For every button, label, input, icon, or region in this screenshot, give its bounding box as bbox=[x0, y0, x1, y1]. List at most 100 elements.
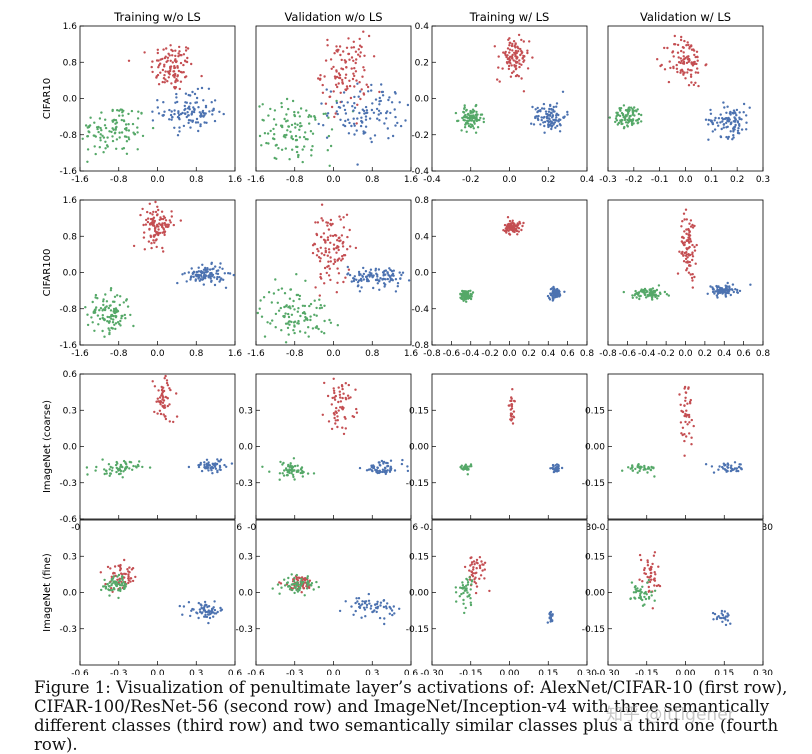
y-tick-label: -0.8 bbox=[59, 305, 77, 315]
scatter-point-blue bbox=[548, 298, 552, 301]
scatter-point-red bbox=[163, 233, 166, 237]
scatter-point-green bbox=[107, 306, 111, 310]
scatter-point-green bbox=[103, 578, 106, 582]
scatter-point-blue bbox=[365, 603, 369, 607]
scatter-point-red bbox=[502, 51, 505, 54]
scatter-point-blue bbox=[186, 111, 189, 114]
scatter-point-red bbox=[330, 67, 333, 71]
scatter-point-red bbox=[175, 60, 178, 63]
scatter-point-red bbox=[675, 63, 678, 67]
scatter-point-red bbox=[156, 223, 159, 226]
scatter-point-red bbox=[671, 51, 674, 54]
scatter-point-red bbox=[682, 55, 685, 58]
scatter-point-red bbox=[696, 55, 699, 58]
scatter-point-blue bbox=[199, 114, 202, 118]
scatter-point-green bbox=[292, 329, 295, 332]
scatter-point-blue bbox=[340, 100, 343, 104]
scatter-point-blue bbox=[732, 130, 735, 133]
x-tick-label: -0.8 bbox=[599, 349, 617, 359]
scatter-point-green bbox=[85, 466, 89, 469]
scatter-point-red bbox=[127, 581, 130, 585]
scatter-point-red bbox=[139, 213, 142, 217]
scatter-point-blue bbox=[174, 101, 177, 104]
scatter-point-red bbox=[510, 412, 514, 416]
scatter-point-red bbox=[161, 80, 164, 84]
scatter-point-red bbox=[518, 65, 521, 69]
scatter-point-blue bbox=[543, 124, 546, 128]
scatter-point-green bbox=[631, 294, 634, 297]
scatter-point-red bbox=[104, 582, 107, 586]
scatter-point-red bbox=[693, 275, 696, 279]
scatter-point-blue bbox=[539, 123, 542, 126]
scatter-point-red bbox=[687, 253, 690, 256]
scatter-point-blue bbox=[197, 465, 201, 469]
scatter-point-green bbox=[279, 124, 283, 127]
scatter-point-green bbox=[106, 320, 109, 323]
scatter-point-red bbox=[349, 245, 352, 248]
y-tick-label: 0.4 bbox=[415, 232, 430, 242]
scatter-point-blue bbox=[178, 604, 181, 608]
scatter-point-blue bbox=[359, 277, 363, 281]
scatter-point-blue bbox=[357, 270, 361, 274]
scatter-point-red bbox=[689, 264, 692, 267]
y-tick-label: 0.3 bbox=[63, 406, 77, 416]
scatter-point-green bbox=[469, 111, 473, 115]
x-tick-label: 0.6 bbox=[404, 669, 419, 675]
scatter-point-green bbox=[111, 139, 115, 143]
scatter-point-green bbox=[116, 109, 119, 112]
scatter-point-red bbox=[350, 56, 354, 59]
scatter-point-red bbox=[684, 208, 688, 211]
scatter-point-red bbox=[684, 77, 687, 80]
scatter-point-blue bbox=[189, 275, 193, 278]
scatter-point-blue bbox=[344, 119, 347, 123]
x-tick-label: -0.15 bbox=[459, 669, 482, 675]
scatter-point-blue bbox=[197, 616, 200, 620]
scatter-point-green bbox=[124, 585, 127, 588]
scatter-point-green bbox=[102, 300, 105, 303]
scatter-point-green bbox=[651, 287, 655, 290]
scatter-point-blue bbox=[161, 114, 164, 117]
scatter-point-blue bbox=[727, 135, 730, 139]
scatter-point-green bbox=[86, 313, 89, 316]
scatter-point-blue bbox=[378, 463, 381, 467]
scatter-point-green bbox=[464, 606, 467, 610]
scatter-point-blue bbox=[201, 263, 204, 266]
scatter-point-green bbox=[127, 112, 130, 116]
scatter-point-red bbox=[342, 280, 345, 284]
scatter-point-green bbox=[100, 111, 103, 114]
scatter-point-red bbox=[513, 51, 516, 54]
scatter-point-red bbox=[356, 103, 359, 107]
scatter-point-green bbox=[99, 126, 102, 130]
scatter-point-blue bbox=[732, 109, 736, 112]
scatter-point-blue bbox=[365, 111, 368, 115]
scatter-point-red bbox=[687, 60, 690, 63]
scatter-point-red bbox=[127, 575, 130, 578]
scatter-point-red bbox=[345, 85, 349, 88]
scatter-point-green bbox=[327, 116, 330, 119]
scatter-point-green bbox=[110, 314, 113, 317]
scatter-point-green bbox=[291, 473, 295, 477]
x-tick-label: 1.6 bbox=[228, 175, 243, 185]
scatter-point-red bbox=[329, 58, 333, 61]
scatter-point-blue bbox=[555, 116, 558, 119]
scatter-point-red bbox=[342, 432, 346, 436]
scatter-point-blue bbox=[738, 289, 742, 293]
scatter-point-red bbox=[338, 73, 342, 77]
scatter-point-green bbox=[472, 120, 476, 123]
scatter-point-red bbox=[682, 254, 685, 257]
scatter-point-green bbox=[469, 603, 473, 607]
scatter-point-green bbox=[103, 468, 106, 471]
scatter-point-red bbox=[681, 62, 684, 65]
scatter-point-red bbox=[522, 221, 525, 225]
scatter-point-green bbox=[640, 120, 643, 123]
scatter-point-red bbox=[509, 75, 513, 78]
scatter-point-red bbox=[346, 248, 349, 251]
scatter-point-red bbox=[176, 66, 179, 69]
scatter-point-red bbox=[339, 53, 342, 57]
scatter-point-blue bbox=[726, 137, 730, 140]
scatter-point-green bbox=[289, 130, 292, 133]
scatter-point-green bbox=[657, 284, 661, 287]
scatter-point-red bbox=[647, 585, 650, 589]
scatter-point-green bbox=[627, 109, 631, 113]
x-tick-label: -0.2 bbox=[462, 175, 480, 185]
